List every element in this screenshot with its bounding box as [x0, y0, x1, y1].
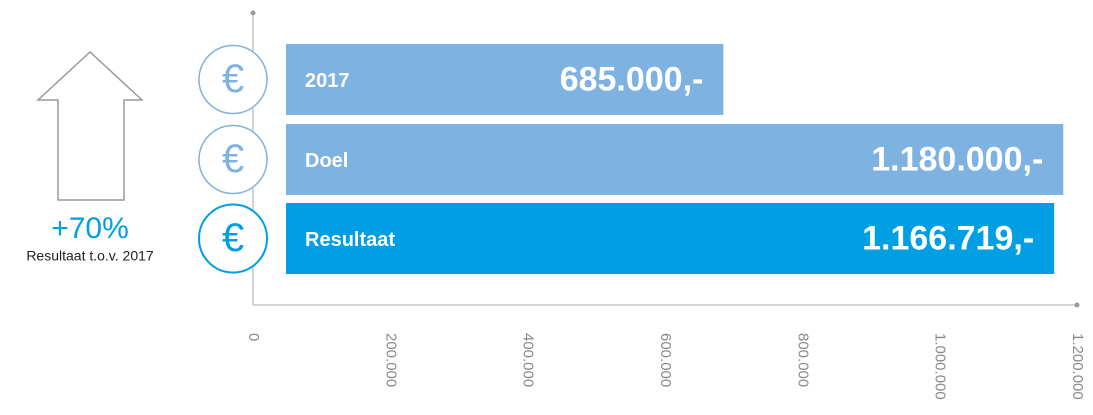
icon-label: € [222, 216, 244, 260]
value-label: 1.166.719,- [862, 219, 1034, 257]
bar [286, 203, 1055, 274]
icon-label: € [222, 57, 244, 101]
value-label: 1.180.000,- [871, 140, 1043, 178]
icon-circle [198, 124, 268, 195]
axis-dot [1074, 302, 1080, 308]
bar [286, 44, 724, 115]
arrow-icon [36, 50, 144, 201]
category-label: Resultaat [305, 229, 395, 251]
icon-circle [198, 203, 268, 274]
value-label: 685.000,- [560, 60, 704, 98]
annotation: +70% [51, 212, 129, 245]
annotation-caption: Resultaat t.o.v. 2017 [26, 248, 154, 264]
axis-dot [250, 10, 256, 16]
category-label: 2017 [305, 70, 350, 92]
x-tick-label: 600.000 [657, 333, 674, 387]
x-tick-label: 800.000 [794, 333, 811, 387]
x-tick-label: 200.000 [382, 333, 399, 387]
x-tick-label: 1.200.000 [1069, 333, 1086, 400]
category-label: Doel [305, 150, 348, 172]
x-tick-label: 0 [245, 333, 262, 341]
icon-label: € [222, 137, 244, 181]
x-tick-label: 1.000.000 [932, 333, 949, 400]
bar [286, 124, 1064, 195]
x-tick-label: 400.000 [520, 333, 537, 387]
icon-circle [198, 44, 268, 115]
